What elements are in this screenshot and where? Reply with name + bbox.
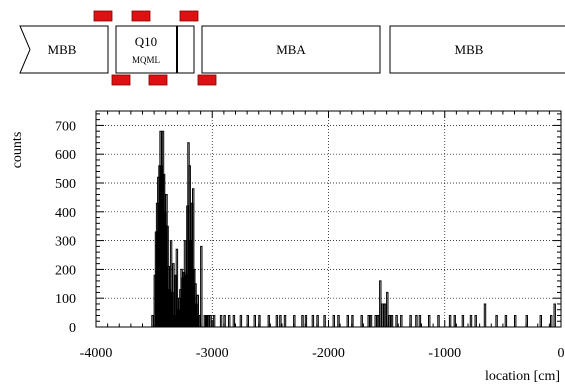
histogram-series [96,130,560,328]
bpm-marker [148,74,168,86]
magnet-mbb-right-label: MBB [455,42,484,57]
x-tick-label: -4000 [80,346,113,361]
grid [96,111,561,327]
magnet-mbb-left-label: MBB [48,42,77,57]
magnet-q10-label: Q10 [135,34,157,49]
magnet-q10 [115,25,195,74]
x-tick-label: 0 [558,346,565,361]
y-axis-label: counts [10,132,25,169]
y-tick-label: 700 [55,119,76,134]
x-tick-label: -2000 [312,346,345,361]
axis-ticks: -4000 -3000 -2000 -1000 0 0 100 200 300 400 500 600… [55,111,565,361]
bpm-marker [197,74,217,86]
bpm-marker [111,74,131,86]
bpm-marker [179,10,199,22]
bpm-marker [131,10,151,22]
y-tick-label: 0 [69,321,76,336]
y-tick-label: 100 [55,292,76,307]
y-tick-label: 400 [55,206,76,221]
magnet-mba [201,25,381,74]
magnet-mba-label: MBA [276,42,306,57]
magnet-mqml-label: MQML [132,55,160,65]
bpm-marker [93,10,113,22]
x-tick-label: -3000 [196,346,229,361]
y-tick-label: 500 [55,177,76,192]
x-axis-label: location [cm] [485,369,560,384]
y-tick-label: 300 [55,235,76,250]
y-tick-label: 200 [55,263,76,278]
magnet-mbb-right [389,25,565,74]
x-tick-label: -1000 [428,346,461,361]
magnet-strip: MBB Q10 MQML MBA MBB [19,10,565,86]
loss-histogram: -4000 -3000 -2000 -1000 0 0 100 200 300 400 500 600… [10,110,565,384]
y-tick-label: 600 [55,148,76,163]
magnet-mbb-left [19,25,109,74]
